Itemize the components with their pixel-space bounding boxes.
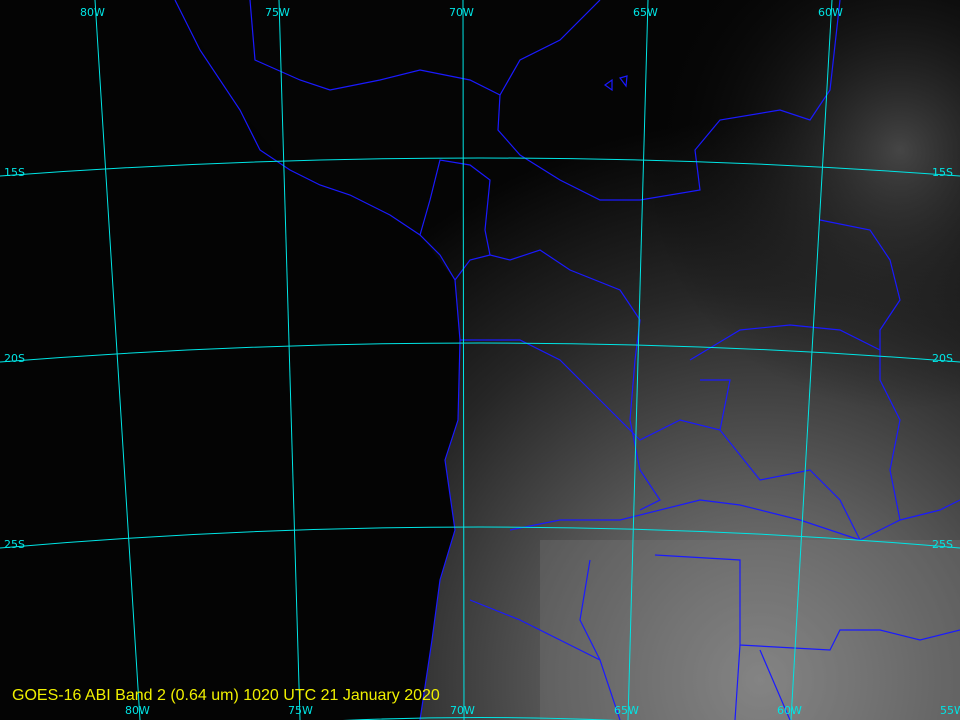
label-60w-bottom: 60W [777,704,802,717]
label-25s-left: 25S [4,538,25,551]
label-80w-top: 80W [80,6,105,19]
bright-cloud-area [540,540,960,720]
parallel-labels: 15S 15S 20S 20S 25S 25S [4,166,953,551]
label-15s-left: 15S [4,166,25,179]
label-60w-top: 60W [818,6,843,19]
meridian-labels-top: 80W 75W 70W 65W 60W [80,6,843,19]
label-70w-top: 70W [449,6,474,19]
label-65w-bottom: 65W [614,704,639,717]
label-15s-right: 15S [932,166,953,179]
image-caption: GOES-16 ABI Band 2 (0.64 um) 1020 UTC 21… [12,687,440,704]
label-65w-top: 65W [633,6,658,19]
label-80w-bottom: 80W [125,704,150,717]
meridian-75w [278,0,301,720]
parallel-20s [0,342,960,363]
parallel-15s [0,157,960,177]
meridian-60w [790,0,833,720]
meridian-80w [94,0,141,720]
label-75w-top: 75W [265,6,290,19]
political-borders [174,0,960,720]
meridian-70w [462,0,465,720]
parallel-25s [0,526,960,549]
meridian-65w [627,0,649,720]
label-75w-bottom: 75W [288,704,313,717]
coastline [174,0,461,720]
label-20s-left: 20S [4,352,25,365]
label-20s-right: 20S [932,352,953,365]
parallel-30s [343,717,617,720]
label-25s-right: 25S [932,538,953,551]
label-70w-bottom: 70W [450,704,475,717]
meridian-labels-bottom: 80W 75W 70W 65W 60W 55W [125,704,960,717]
label-55w-bottom: 55W [940,704,960,717]
